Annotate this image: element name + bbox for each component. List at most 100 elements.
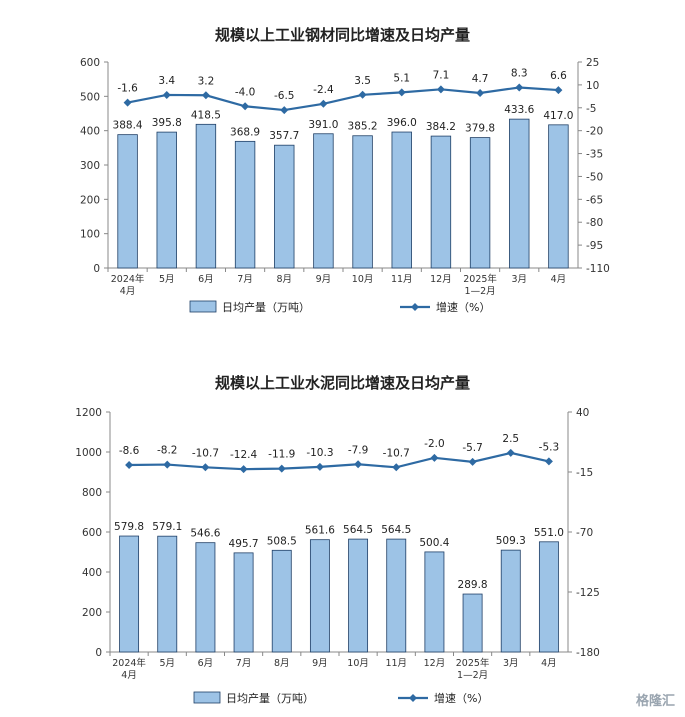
x-tick-label: 2025年 [456,657,490,669]
bar-label: 546.6 [190,528,220,540]
legend-bar-swatch [189,300,217,313]
right-tick-label: -20 [586,126,603,138]
growth-label: -8.2 [157,445,178,457]
x-tick-label: 4月 [120,286,136,297]
x-tick-label: 6月 [198,658,214,669]
left-tick-label: 300 [80,160,100,172]
right-tick-label: 40 [576,407,589,419]
x-tick-label: 3月 [511,274,527,285]
bar [500,549,521,653]
right-tick-label: -95 [586,240,603,252]
left-tick-label: 1000 [75,447,102,459]
bar [391,131,412,269]
x-tick-label: 1—2月 [465,286,496,297]
x-tick-label: 11月 [385,658,407,669]
left-tick-label: 500 [80,91,100,103]
bar [352,135,373,269]
x-tick-label: 4月 [541,658,557,669]
legend-line-label: 增速（%） [436,300,490,314]
bar [157,535,178,653]
x-tick-label: 7月 [237,274,253,285]
growth-point [280,106,289,115]
bar-label: 357.7 [269,130,299,142]
bar-label: 509.3 [496,535,526,547]
x-tick-label: 8月 [276,274,292,285]
growth-label: 8.3 [511,67,528,79]
growth-label: -7.9 [348,444,369,456]
growth-point [506,448,515,457]
bar-label: 495.7 [229,538,259,550]
growth-point [315,462,324,471]
left-tick-label: 1200 [75,407,102,419]
growth-label: -6.5 [274,90,295,102]
x-tick-label: 5月 [159,658,175,669]
x-tick-label: 9月 [316,274,332,285]
left-tick-label: 600 [80,57,100,69]
left-tick-label: 400 [80,126,100,138]
bar-label: 395.8 [152,117,182,129]
left-tick-label: 400 [82,567,102,579]
growth-point [468,457,477,466]
growth-label: -5.3 [539,441,560,453]
x-tick-label: 6月 [198,274,214,285]
x-tick-label: 9月 [312,658,328,669]
bar [538,541,559,653]
x-tick-label: 11月 [391,274,413,285]
bar [430,135,452,269]
legend-bar-swatch [193,691,221,704]
growth-label: -2.0 [424,438,445,450]
x-tick-label: 7月 [236,658,252,669]
growth-label: -5.7 [462,442,483,454]
growth-point [436,85,445,94]
bar [117,134,138,269]
right-tick-label: -15 [576,467,593,479]
growth-label: 4.7 [472,73,489,85]
legend-line-marker [411,303,419,311]
bar [386,538,407,653]
growth-point [554,86,563,95]
x-tick-label: 5月 [159,274,175,285]
bar [348,538,369,653]
right-tick-label: -5 [586,103,596,115]
growth-point [201,463,210,472]
bar-label: 418.5 [191,109,221,121]
right-tick-label: -65 [586,194,603,206]
bar-label: 433.6 [504,104,534,116]
left-tick-label: 0 [95,647,102,659]
bar-label: 551.0 [534,527,564,539]
growth-point [397,88,406,97]
bar-label: 564.5 [381,524,411,536]
right-tick-label: -80 [586,217,603,229]
bar [234,140,256,269]
bar [274,144,295,269]
growth-point [354,460,363,469]
bar-label: 391.0 [308,119,338,131]
bar-label: 579.8 [114,521,144,533]
growth-label: 2.5 [502,433,519,445]
x-tick-label: 2025年 [463,273,497,285]
growth-point [163,460,172,469]
growth-point [544,457,553,466]
growth-label: -4.0 [235,86,256,98]
right-tick-label: 25 [586,57,599,69]
bar-label: 508.5 [267,535,297,547]
bar-label: 385.2 [348,121,378,133]
growth-label: 3.4 [158,75,175,87]
bar [233,552,254,653]
x-tick-label: 2024年 [111,273,145,285]
left-tick-label: 800 [82,487,102,499]
bar [119,535,140,653]
watermark-logo: 格隆汇 [635,694,675,709]
growth-point [430,453,439,462]
bar-label: 388.4 [113,120,143,132]
growth-label: -1.6 [117,83,138,95]
x-tick-label: 12月 [430,274,452,285]
growth-point [241,102,250,111]
growth-point [319,99,328,108]
bar-label: 500.4 [419,537,449,549]
growth-line [127,86,559,112]
right-tick-label: -125 [576,587,600,599]
right-tick-label: -50 [586,171,603,183]
x-tick-label: 8月 [274,658,290,669]
